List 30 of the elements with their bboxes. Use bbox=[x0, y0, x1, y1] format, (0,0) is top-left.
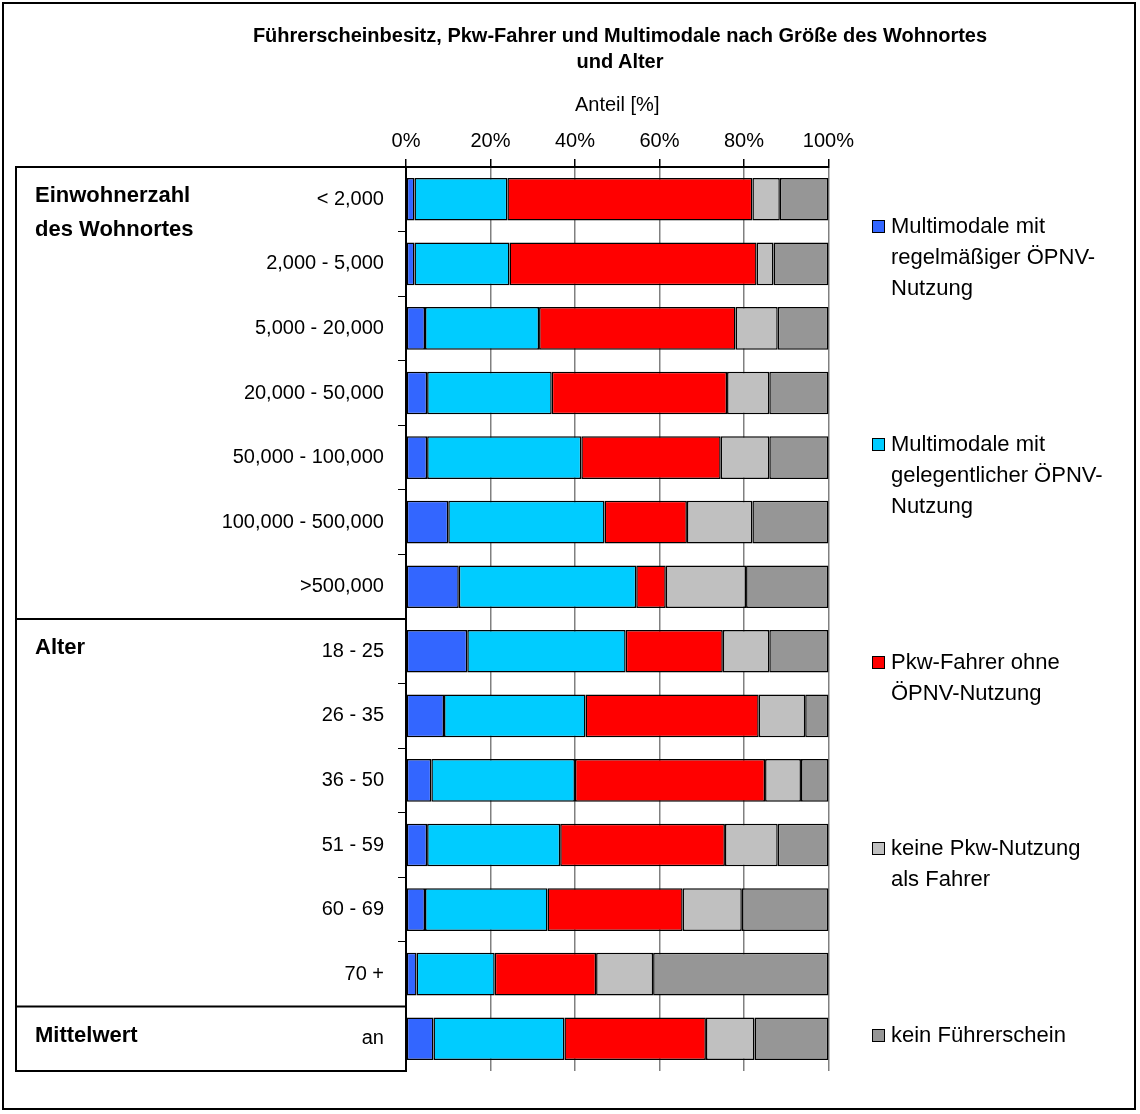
y-tick-label: 26 - 35 bbox=[321, 703, 384, 726]
legend-label: Multimodale mit gelegentlicher ÖPNV-Nutzung bbox=[891, 429, 1104, 520]
y-tick-label: 50,000 - 100,000 bbox=[232, 445, 384, 468]
chart-title: Führerscheinbesitz, Pkw-Fahrer und Multimodale nach Größe des Wohnortes und Alter bbox=[251, 23, 989, 74]
x-tick-label: 100% bbox=[802, 128, 855, 151]
legend-label: Multimodale mit regelmäßiger ÖPNV-Nutzung bbox=[891, 212, 1097, 302]
y-tick-label: 20,000 - 50,000 bbox=[243, 380, 384, 403]
y-tick-label: < 2,000 bbox=[316, 186, 384, 209]
x-tick-label: 0% bbox=[391, 128, 421, 151]
y-tick-label: an bbox=[361, 1026, 384, 1049]
x-tick-label: 20% bbox=[470, 128, 511, 151]
text: Alter bbox=[35, 634, 86, 660]
y-tick-label: 100,000 - 500,000 bbox=[221, 509, 384, 532]
y-tick-label: 36 - 50 bbox=[321, 767, 384, 790]
x-axis-title: Anteil [%] bbox=[574, 92, 660, 115]
y-tick-label: >500,000 bbox=[300, 574, 384, 597]
y-tick-label: 2,000 - 5,000 bbox=[266, 251, 384, 274]
x-tick-label: 60% bbox=[639, 128, 680, 151]
y-tick-label: 18 - 25 bbox=[321, 638, 384, 661]
y-tick-label: 60 - 69 bbox=[321, 897, 384, 920]
legend-label: Pkw-Fahrer ohne ÖPNV-Nutzung bbox=[891, 647, 1061, 707]
text: Einwohnerzahl des Wohnortes bbox=[35, 182, 194, 242]
legend-label: kein Führerschein bbox=[891, 1021, 1066, 1049]
x-tick-label: 40% bbox=[554, 128, 596, 151]
x-tick-label: 80% bbox=[723, 128, 765, 151]
y-tick-label: 51 - 59 bbox=[321, 832, 384, 855]
y-tick-label: 5,000 - 20,000 bbox=[255, 315, 384, 338]
text: Mittelwert bbox=[35, 1021, 139, 1047]
y-tick-label: 70 + bbox=[344, 961, 384, 984]
legend-label: keine Pkw-Nutzung als Fahrer bbox=[891, 834, 1082, 894]
